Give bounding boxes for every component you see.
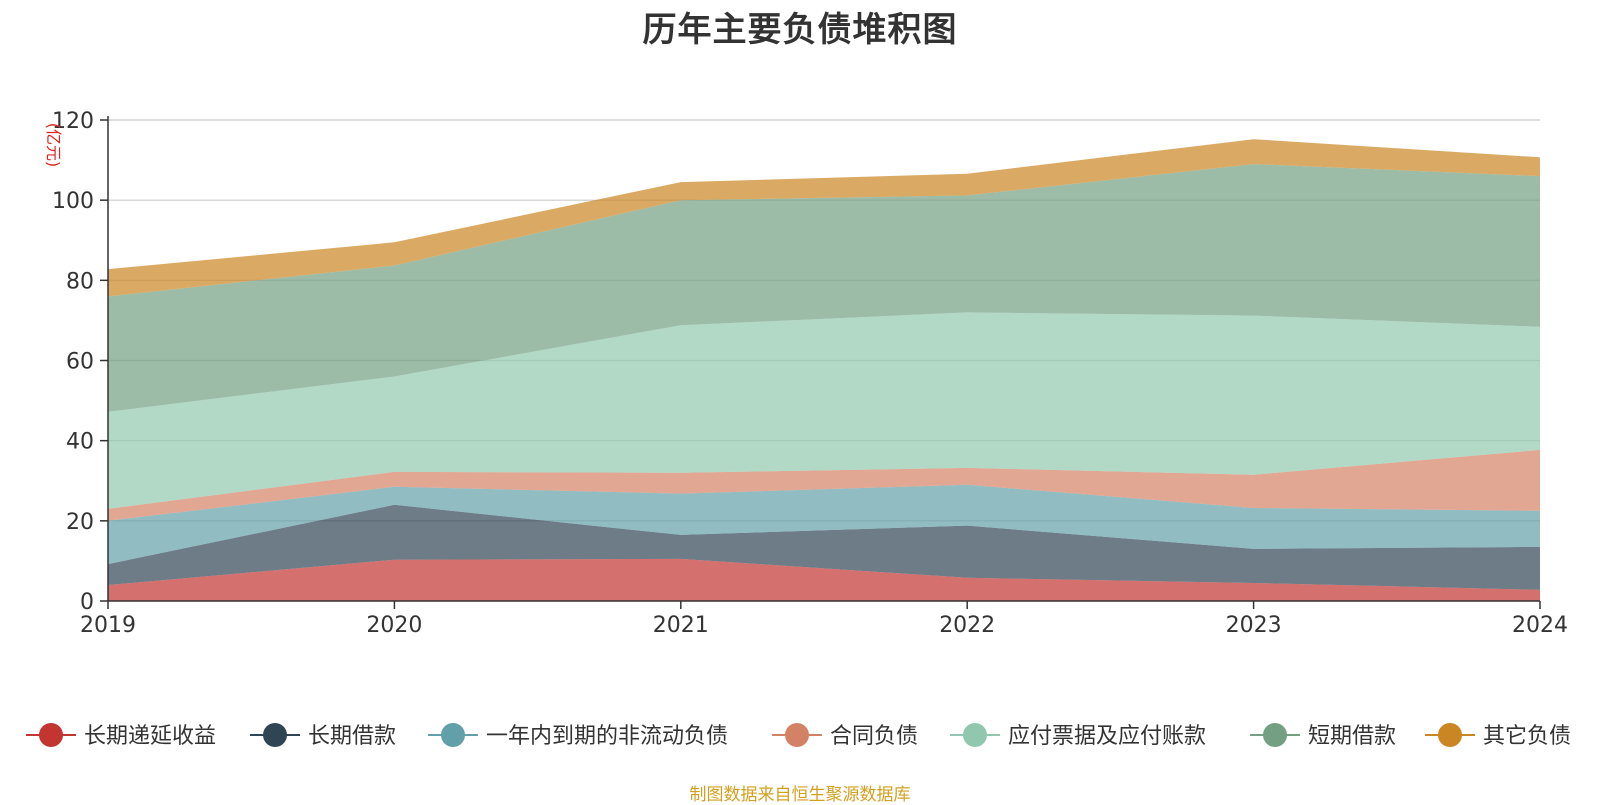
y-tick-label: 80	[66, 269, 94, 294]
legend-item[interactable]: 短期借款	[1250, 723, 1396, 749]
y-tick-label: 0	[80, 590, 94, 615]
y-tick-label: 40	[66, 430, 94, 455]
source-note: 制图数据来自恒生聚源数据库	[689, 785, 911, 805]
legend-item[interactable]: 长期递延收益	[26, 723, 216, 749]
area-series	[108, 139, 1540, 601]
x-tick-label: 2024	[1512, 613, 1568, 638]
legend-item[interactable]: 一年内到期的非流动负债	[428, 723, 728, 749]
legend-item[interactable]: 长期借款	[250, 723, 396, 749]
y-axis-unit: (亿元)	[44, 123, 63, 168]
legend-marker	[39, 723, 63, 747]
legend-label: 长期借款	[308, 724, 396, 749]
legend-label: 长期递延收益	[84, 724, 216, 749]
legend-label: 其它负债	[1483, 724, 1571, 749]
chart-title: 历年主要负债堆积图	[642, 10, 958, 50]
legend-marker	[441, 723, 465, 747]
y-tick-label: 100	[52, 189, 94, 214]
area-series-长期借款	[108, 504, 1540, 590]
legend-marker	[263, 723, 287, 747]
legend-marker	[963, 723, 987, 747]
x-tick-label: 2021	[653, 613, 709, 638]
legend-item[interactable]: 其它负债	[1425, 723, 1571, 749]
legend-marker	[785, 723, 809, 747]
y-tick-label: 120	[52, 109, 94, 134]
legend-marker	[1263, 723, 1287, 747]
legend-label: 合同负债	[830, 724, 918, 749]
legend-item[interactable]: 合同负债	[772, 723, 918, 749]
axes: 0 20 40 60 80 100 120 2019 2020 2021 2022 2023 2024 (…	[44, 109, 1568, 638]
area-series-长期递延收益	[108, 558, 1540, 601]
x-tick-label: 2020	[366, 613, 422, 638]
x-tick-label: 2019	[80, 613, 136, 638]
area-series-短期借款	[108, 164, 1540, 412]
area-series-一年内到期的非流动负债	[108, 484, 1540, 565]
area-series-应付票据及应付账款	[108, 312, 1540, 509]
area-series-合同负债	[108, 449, 1540, 521]
legend-label: 应付票据及应付账款	[1008, 724, 1206, 749]
legend-label: 一年内到期的非流动负债	[486, 724, 728, 749]
legend: 长期递延收益 长期借款 一年内到期的非流动负债 合同负债 应付票据及应付账款 短期借款 其它…	[26, 723, 1571, 749]
x-tick-label: 2022	[939, 613, 995, 638]
y-tick-label: 20	[66, 510, 94, 535]
legend-item[interactable]: 应付票据及应付账款	[950, 723, 1206, 749]
y-tick-label: 60	[66, 350, 94, 375]
x-tick-label: 2023	[1226, 613, 1282, 638]
legend-label: 短期借款	[1308, 724, 1396, 749]
area-series-其它负债	[108, 139, 1540, 297]
legend-marker	[1438, 723, 1462, 747]
